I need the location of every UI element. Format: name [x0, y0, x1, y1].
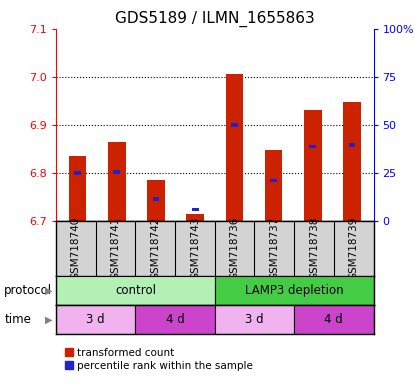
Bar [56, 305, 135, 334]
Text: 3 d: 3 d [86, 313, 105, 326]
Text: GSM718740: GSM718740 [71, 217, 81, 280]
Bar [265, 150, 282, 221]
Bar [225, 74, 243, 221]
Text: time: time [4, 313, 31, 326]
Bar [108, 142, 126, 221]
Bar [343, 102, 361, 221]
Bar [215, 276, 374, 305]
Bar [215, 305, 294, 334]
Bar [294, 305, 374, 334]
Bar [113, 170, 120, 174]
Text: protocol: protocol [4, 285, 52, 297]
Text: GSM718738: GSM718738 [309, 217, 319, 280]
Text: GSM718736: GSM718736 [229, 217, 239, 280]
Text: LAMP3 depletion: LAMP3 depletion [245, 285, 344, 297]
Text: control: control [115, 285, 156, 297]
Title: GDS5189 / ILMN_1655863: GDS5189 / ILMN_1655863 [115, 11, 315, 27]
Text: ▶: ▶ [45, 286, 52, 296]
Bar [153, 197, 159, 201]
Text: 4 d: 4 d [325, 313, 343, 326]
Bar [192, 208, 198, 212]
Text: ▶: ▶ [45, 314, 52, 325]
Bar [310, 145, 316, 148]
Bar [270, 179, 277, 182]
Bar [135, 305, 215, 334]
Bar [304, 111, 322, 221]
Text: GSM718743: GSM718743 [190, 217, 200, 280]
Bar [231, 123, 238, 127]
Bar [56, 276, 215, 305]
Bar [69, 156, 86, 221]
Legend: transformed count, percentile rank within the sample: transformed count, percentile rank withi… [61, 344, 257, 375]
Bar [349, 143, 355, 147]
Text: 4 d: 4 d [166, 313, 184, 326]
Bar [186, 214, 204, 221]
Bar [74, 171, 81, 175]
Text: GSM718737: GSM718737 [269, 217, 279, 280]
Text: 3 d: 3 d [245, 313, 264, 326]
Bar [147, 180, 165, 221]
Text: GSM718741: GSM718741 [110, 217, 120, 280]
Text: GSM718742: GSM718742 [150, 217, 160, 280]
Text: GSM718739: GSM718739 [349, 217, 359, 280]
